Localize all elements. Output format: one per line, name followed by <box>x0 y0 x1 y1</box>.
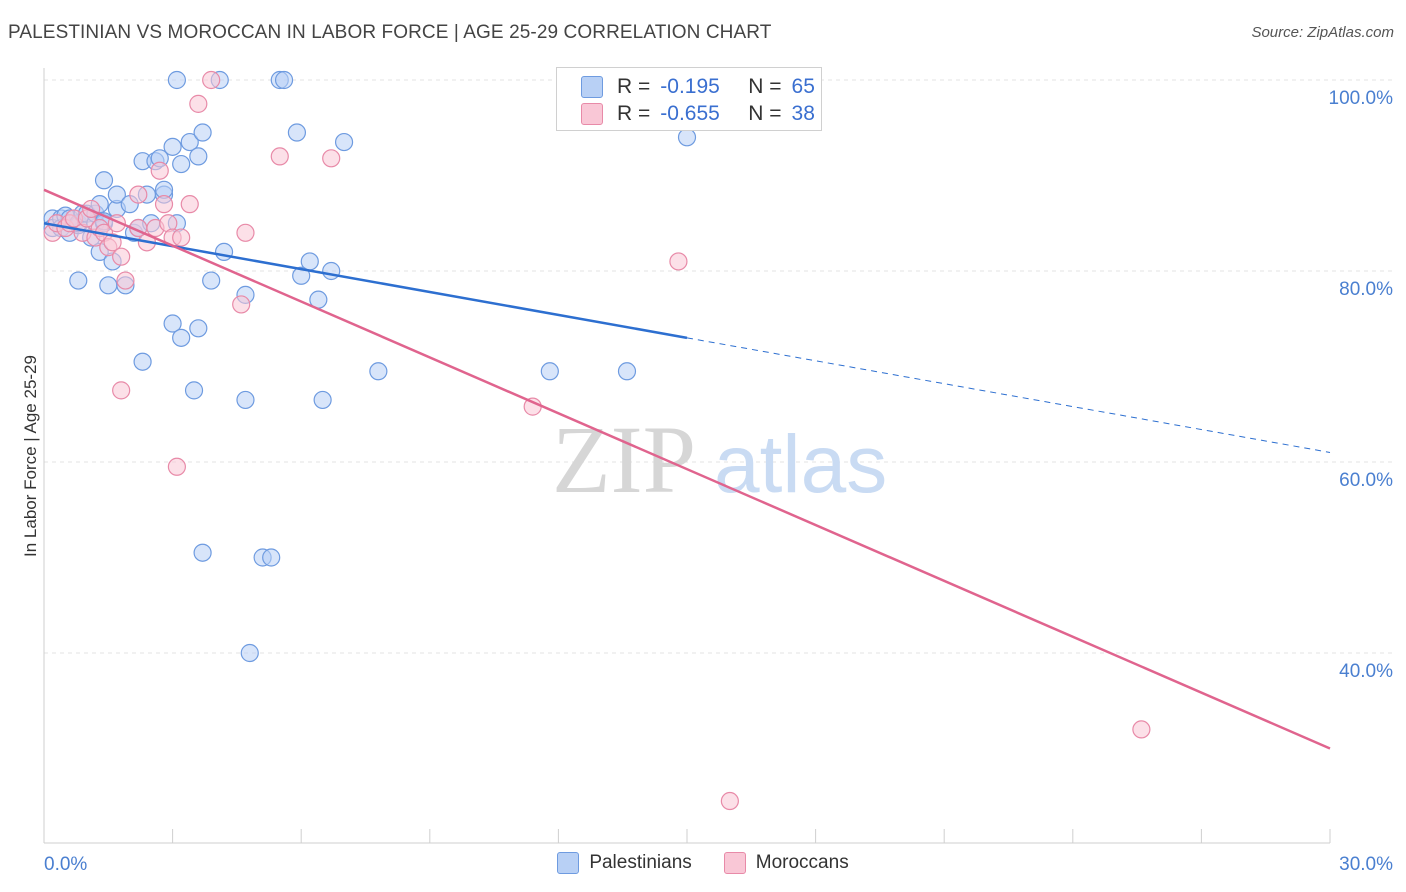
palestinian-point <box>287 123 307 142</box>
moroccan-point <box>129 185 148 204</box>
moroccan-point <box>112 381 131 400</box>
legend-n-value: 38 <box>791 102 815 125</box>
moroccan-point <box>669 252 688 271</box>
moroccan-point <box>202 70 221 90</box>
palestinian-point <box>677 128 697 147</box>
x-tick-labels: 0.0% 30.0% <box>44 854 1393 875</box>
palestinian-point <box>313 390 332 410</box>
legend-swatch-pink <box>581 103 603 125</box>
palestinian-point <box>107 185 126 204</box>
y-axis-title: In Labor Force | Age 25-29 <box>21 355 40 557</box>
legend-n-label: N = <box>748 75 782 98</box>
palestinian-point <box>540 362 559 381</box>
watermark-zip: ZIP <box>552 406 696 513</box>
palestinian-trend-line <box>43 222 688 340</box>
palestinian-point <box>163 314 182 333</box>
palestinian-point <box>94 171 114 190</box>
y-tick-labels: 40.0% 60.0% 80.0% 100.0% <box>1329 88 1394 682</box>
palestinian-point <box>240 643 259 663</box>
palestinian-point <box>163 137 182 156</box>
palestinian-point <box>167 70 186 90</box>
palestinian-point <box>69 271 88 290</box>
legend-r-value: -0.655 <box>660 102 720 125</box>
moroccan-point <box>270 147 289 166</box>
y-tick-label: 40.0% <box>1339 661 1393 682</box>
swatch-pink <box>723 852 746 874</box>
moroccan-point <box>1132 720 1151 739</box>
series-legend-label: Palestinians <box>589 852 692 873</box>
y-tick-label: 100.0% <box>1329 88 1394 109</box>
palestinian-point <box>184 381 204 400</box>
palestinian-point <box>172 328 191 347</box>
palestinian-point <box>334 132 354 152</box>
moroccan-point <box>720 791 739 811</box>
moroccan-point <box>189 94 208 113</box>
chart-title: PALESTINIAN VS MOROCCAN IN LABOR FORCE |… <box>8 22 772 43</box>
legend-r-label: R = <box>617 102 651 125</box>
swatch-blue <box>557 852 580 874</box>
moroccan-point <box>172 228 191 247</box>
palestinian-point <box>322 261 341 281</box>
palestinian-point <box>202 271 221 290</box>
moroccan-point <box>154 195 174 214</box>
palestinian-point <box>172 154 191 174</box>
palestinian-point <box>617 362 637 381</box>
palestinian-point <box>262 548 281 567</box>
palestinian-point <box>133 352 152 371</box>
y-tick-label: 60.0% <box>1339 470 1393 491</box>
palestinian-point <box>189 147 208 166</box>
y-tick-label: 80.0% <box>1339 279 1393 300</box>
legend-r-value: -0.195 <box>660 75 720 98</box>
moroccan-point <box>103 233 122 252</box>
legend-row-palestinians: R = -0.195 N = 65 <box>581 74 815 100</box>
series-legend-label: Moroccans <box>755 852 849 873</box>
palestinian-point <box>193 543 212 562</box>
moroccan-point <box>180 195 199 214</box>
axis-layer <box>43 68 1331 844</box>
series-legend: Palestinians Moroccans <box>0 852 1406 874</box>
trend-layer <box>43 188 1331 750</box>
moroccan-point <box>150 161 169 180</box>
palestinian-point <box>292 266 311 285</box>
series-legend-palestinians[interactable]: Palestinians <box>557 852 692 874</box>
series-legend-moroccans[interactable]: Moroccans <box>723 852 849 874</box>
grid-layer <box>44 79 1392 654</box>
moroccan-point <box>322 149 341 168</box>
source-credit: Source: ZipAtlas.com <box>1251 24 1394 41</box>
moroccan-point <box>112 247 131 266</box>
legend-n-value: 65 <box>791 75 815 98</box>
palestinian-point <box>193 123 212 142</box>
watermark-atlas: atlas <box>714 419 887 510</box>
palestinian-point <box>180 132 199 152</box>
watermark: ZIP atlas <box>552 406 887 513</box>
correlation-legend: R = -0.195 N = 65 R = -0.655 N = 38 <box>556 67 822 131</box>
legend-row-moroccans: R = -0.655 N = 38 <box>581 101 815 127</box>
palestinian-trend-extension <box>686 337 1331 453</box>
palestinian-point <box>300 252 319 271</box>
moroccan-point <box>236 223 255 242</box>
palestinian-point <box>274 70 294 90</box>
moroccan-point <box>167 457 186 476</box>
palestinian-point <box>189 319 208 338</box>
palestinian-point <box>369 362 388 381</box>
legend-n-label: N = <box>748 102 782 125</box>
moroccan-point <box>116 271 135 290</box>
legend-r-label: R = <box>617 75 651 98</box>
palestinian-point <box>236 390 255 410</box>
moroccan-point <box>232 295 251 314</box>
x-tick-label: 0.0% <box>44 854 87 875</box>
x-tick-label: 30.0% <box>1339 854 1393 875</box>
moroccan-trend-line <box>43 188 1331 750</box>
legend-swatch-blue <box>581 76 603 98</box>
palestinian-point <box>99 276 118 295</box>
palestinian-point <box>214 242 234 261</box>
